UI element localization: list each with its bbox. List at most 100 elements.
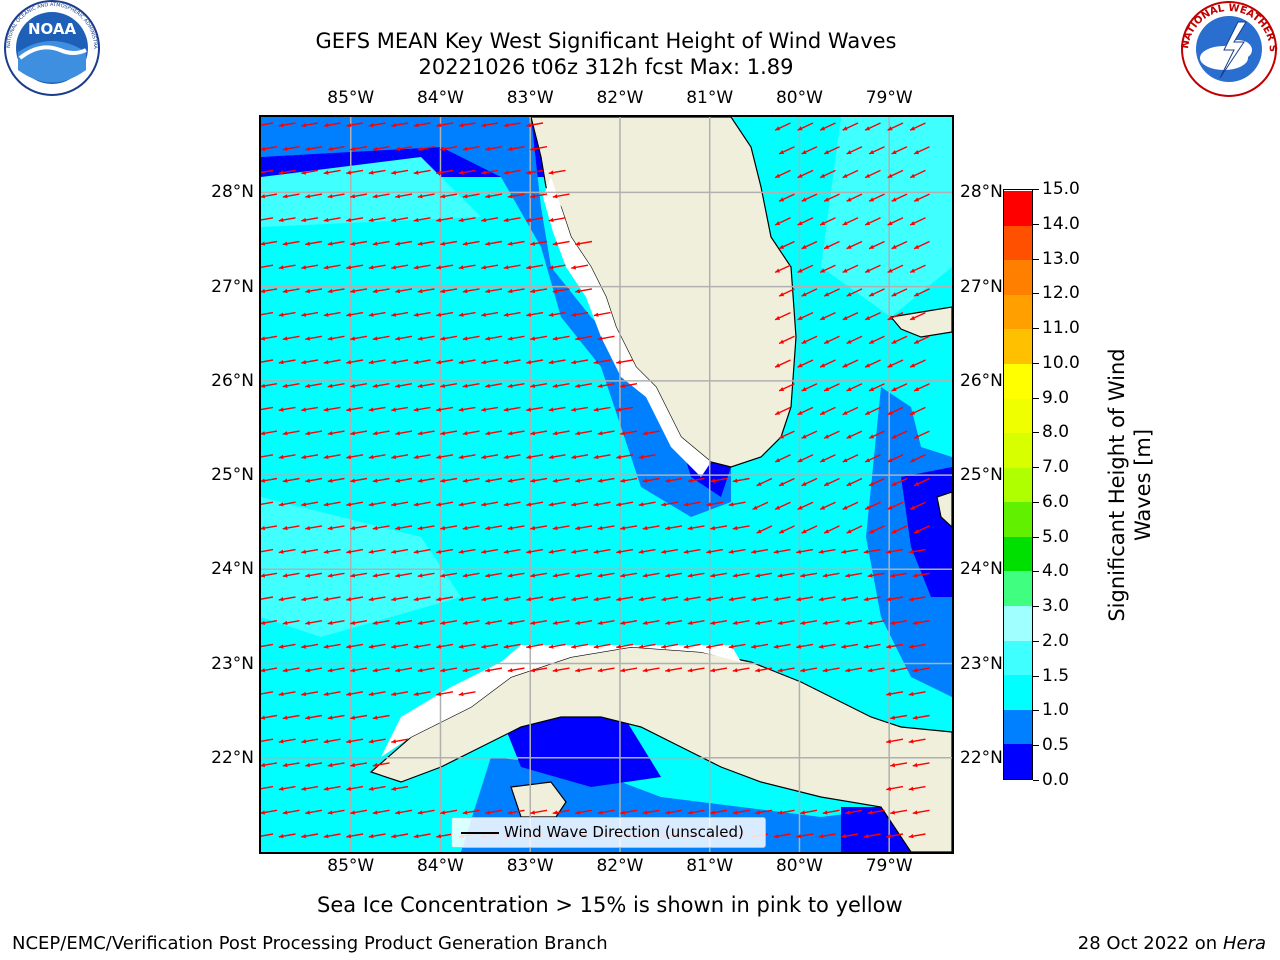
wave-direction-arrow — [887, 501, 904, 511]
colorbar-bin — [1004, 571, 1032, 607]
wave-direction-arrow — [841, 643, 859, 649]
wave-direction-arrow — [458, 596, 476, 602]
wave-direction-arrow — [593, 643, 611, 649]
wave-direction-arrow — [301, 264, 319, 270]
wave-direction-arrow — [751, 548, 769, 554]
wave-band-gulf-south — [261, 497, 461, 637]
wave-direction-arrow — [323, 311, 341, 317]
wave-direction-arrow — [819, 217, 836, 226]
wave-direction-arrow — [413, 169, 431, 175]
wave-direction-arrow — [485, 667, 503, 673]
wave-direction-arrow — [503, 643, 521, 649]
wave-direction-arrow — [909, 406, 926, 416]
wave-direction-arrow — [913, 146, 930, 155]
wave-direction-arrow — [327, 714, 345, 720]
wave-direction-arrow — [413, 264, 431, 270]
lat-label-right: 23°N — [960, 653, 1003, 674]
wave-direction-arrow — [706, 643, 724, 649]
wave-direction-arrow — [368, 596, 386, 602]
wave-direction-arrow — [507, 809, 525, 815]
wave-direction-arrow — [323, 406, 341, 412]
wave-direction-arrow — [620, 477, 638, 483]
wave-direction-arrow — [458, 359, 476, 365]
wave-direction-arrow — [301, 311, 319, 317]
wave-direction-arrow — [913, 525, 930, 534]
wave-direction-arrow — [597, 809, 615, 815]
wave-direction-arrow — [391, 501, 409, 507]
colorbar-tick-label: 2.0 — [1042, 630, 1070, 651]
wave-direction-arrow — [683, 548, 701, 554]
wave-direction-arrow — [548, 548, 566, 554]
lat-label-right: 22°N — [960, 747, 1003, 768]
wave-direction-arrow — [436, 454, 454, 460]
colorbar-bin — [1004, 398, 1032, 434]
wave-direction-arrow — [261, 833, 274, 839]
wave-direction-arrow — [346, 691, 364, 697]
wave-direction-arrow — [436, 311, 454, 317]
wave-direction-arrow — [503, 122, 521, 128]
wave-direction-arrow — [908, 738, 926, 744]
wave-direction-arrow — [503, 548, 521, 554]
wave-direction-arrow — [282, 477, 300, 483]
wave-direction-arrow — [417, 430, 435, 436]
wave-direction-arrow — [440, 146, 458, 152]
wave-direction-arrow — [728, 501, 746, 507]
wave-direction-arrow — [350, 288, 368, 294]
wave-direction-arrow — [323, 454, 341, 460]
legend-line-swatch — [461, 832, 499, 834]
wave-direction-arrow — [867, 809, 885, 815]
wave-direction-arrow — [818, 833, 836, 839]
wave-direction-arrow — [863, 643, 881, 649]
branch-credit: NCEP/EMC/Verification Post Processing Pr… — [12, 933, 608, 954]
wave-direction-arrow — [372, 383, 390, 389]
colorbar-tick-label: 15.0 — [1042, 179, 1080, 199]
wave-direction-arrow — [863, 833, 881, 839]
wave-direction-arrow — [278, 738, 296, 744]
wave-direction-arrow — [593, 311, 611, 317]
wave-direction-arrow — [642, 572, 660, 578]
wave-direction-arrow — [327, 525, 345, 531]
wave-direction-arrow — [395, 667, 413, 673]
colorbar-bin — [1004, 294, 1032, 330]
wave-direction-arrow — [890, 667, 908, 673]
wave-direction-arrow — [575, 383, 593, 389]
wave-direction-arrow — [462, 667, 480, 673]
wave-direction-arrow — [372, 809, 390, 815]
wave-direction-arrow — [909, 217, 926, 226]
wave-direction-arrow — [620, 525, 638, 531]
wave-direction-arrow — [683, 501, 701, 507]
wave-direction-arrow — [777, 809, 795, 815]
colorbar-bin — [1004, 191, 1032, 226]
colorbar-tick-mark — [1033, 675, 1039, 677]
wave-direction-arrow — [323, 596, 341, 602]
wave-direction-arrow — [593, 454, 611, 460]
wave-direction-arrow — [282, 525, 300, 531]
wave-direction-arrow — [481, 217, 499, 223]
wave-direction-arrow — [503, 311, 521, 317]
colorbar-tick-mark — [1033, 293, 1039, 295]
wave-direction-arrow — [819, 122, 836, 131]
wave-direction-arrow — [530, 383, 548, 389]
wave-direction-arrow — [440, 430, 458, 436]
wave-direction-arrow — [368, 217, 386, 223]
wave-direction-arrow — [436, 501, 454, 507]
wave-direction-arrow — [912, 762, 930, 768]
lat-label-right: 28°N — [960, 182, 1003, 203]
wave-direction-arrow — [391, 785, 409, 791]
lat-label-right: 27°N — [960, 276, 1003, 297]
wave-direction-arrow — [620, 620, 638, 626]
wave-direction-arrow — [616, 359, 634, 365]
wave-direction-arrow — [868, 146, 885, 155]
issue-date: 28 Oct 2022 on Hera — [1078, 933, 1266, 955]
colorbar-tick-mark — [1033, 710, 1039, 712]
wave-direction-arrow — [282, 572, 300, 578]
wave-direction-arrow — [552, 193, 570, 199]
wave-direction-arrow — [503, 454, 521, 460]
wave-direction-arrow — [261, 667, 278, 673]
wave-direction-arrow — [800, 809, 818, 815]
wave-direction-arrow — [323, 643, 341, 649]
lon-label-top: 80°W — [775, 88, 823, 108]
wave-direction-arrow — [597, 667, 615, 673]
wave-direction-arrow — [507, 430, 525, 436]
lat-label-left: 22°N — [211, 747, 254, 768]
